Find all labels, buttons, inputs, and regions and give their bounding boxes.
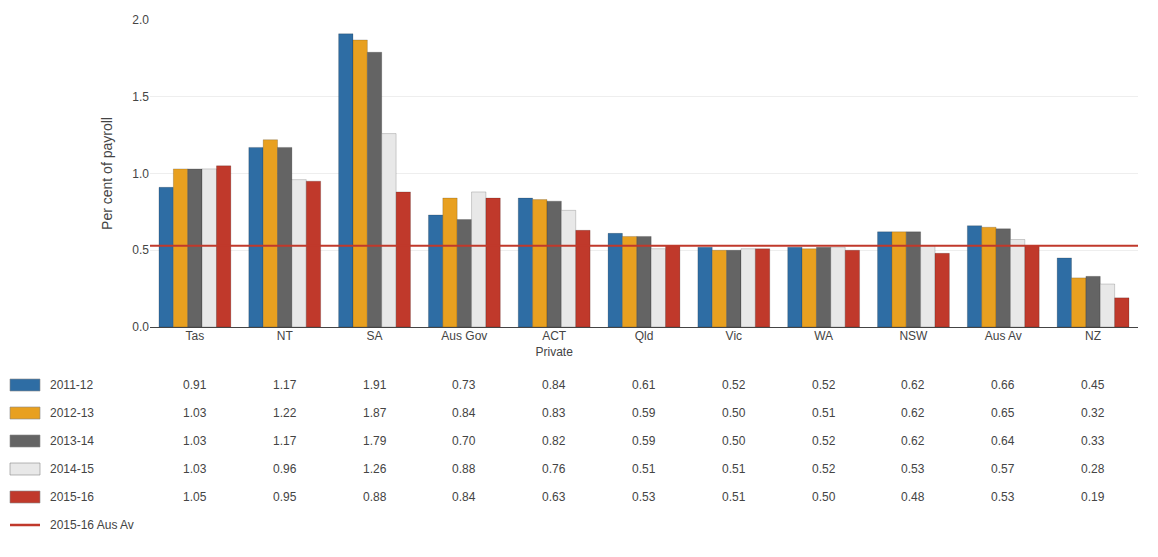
svg-text:Qld: Qld bbox=[635, 329, 654, 343]
svg-text:0.33: 0.33 bbox=[1081, 434, 1105, 448]
svg-text:0.51: 0.51 bbox=[632, 462, 656, 476]
svg-text:ACTPrivate: ACTPrivate bbox=[536, 329, 574, 359]
svg-text:0.64: 0.64 bbox=[991, 434, 1015, 448]
svg-text:0.59: 0.59 bbox=[632, 434, 656, 448]
svg-text:Per cent of payroll: Per cent of payroll bbox=[99, 117, 115, 230]
svg-text:0.82: 0.82 bbox=[542, 434, 566, 448]
svg-text:0.59: 0.59 bbox=[632, 406, 656, 420]
svg-text:1.87: 1.87 bbox=[363, 406, 387, 420]
svg-text:0.50: 0.50 bbox=[722, 434, 746, 448]
svg-text:0.91: 0.91 bbox=[183, 378, 207, 392]
svg-text:0.88: 0.88 bbox=[363, 490, 387, 504]
svg-text:Tas: Tas bbox=[186, 329, 205, 343]
svg-text:NT: NT bbox=[277, 329, 294, 343]
svg-text:NZ: NZ bbox=[1085, 329, 1101, 343]
svg-text:0.48: 0.48 bbox=[901, 490, 925, 504]
svg-text:0.51: 0.51 bbox=[722, 462, 746, 476]
svg-text:1.0: 1.0 bbox=[132, 167, 149, 181]
svg-text:0.52: 0.52 bbox=[812, 462, 836, 476]
svg-text:0.62: 0.62 bbox=[901, 378, 925, 392]
svg-text:1.91: 1.91 bbox=[363, 378, 387, 392]
svg-text:0.95: 0.95 bbox=[273, 490, 297, 504]
svg-text:1.17: 1.17 bbox=[273, 378, 297, 392]
svg-text:1.03: 1.03 bbox=[183, 434, 207, 448]
svg-text:WA: WA bbox=[814, 329, 833, 343]
svg-text:0.53: 0.53 bbox=[991, 490, 1015, 504]
svg-text:0.66: 0.66 bbox=[991, 378, 1015, 392]
svg-text:Vic: Vic bbox=[726, 329, 742, 343]
svg-text:1.03: 1.03 bbox=[183, 462, 207, 476]
svg-text:0.62: 0.62 bbox=[901, 406, 925, 420]
svg-text:0.53: 0.53 bbox=[901, 462, 925, 476]
svg-text:0.65: 0.65 bbox=[991, 406, 1015, 420]
svg-text:0.84: 0.84 bbox=[542, 378, 566, 392]
svg-text:1.5: 1.5 bbox=[132, 90, 149, 104]
svg-text:1.17: 1.17 bbox=[273, 434, 297, 448]
svg-text:0.70: 0.70 bbox=[452, 434, 476, 448]
svg-text:0.96: 0.96 bbox=[273, 462, 297, 476]
svg-text:2014-15: 2014-15 bbox=[50, 462, 94, 476]
svg-text:0.51: 0.51 bbox=[812, 406, 836, 420]
svg-text:0.45: 0.45 bbox=[1081, 378, 1105, 392]
svg-text:2015-16 Aus Av: 2015-16 Aus Av bbox=[50, 518, 134, 532]
svg-text:0.73: 0.73 bbox=[452, 378, 476, 392]
svg-text:0.52: 0.52 bbox=[722, 378, 746, 392]
svg-text:0.62: 0.62 bbox=[901, 434, 925, 448]
svg-text:2012-13: 2012-13 bbox=[50, 406, 94, 420]
svg-text:0.76: 0.76 bbox=[542, 462, 566, 476]
svg-text:1.79: 1.79 bbox=[363, 434, 387, 448]
svg-text:2013-14: 2013-14 bbox=[50, 434, 94, 448]
svg-text:0.5: 0.5 bbox=[132, 243, 149, 257]
svg-text:0.61: 0.61 bbox=[632, 378, 656, 392]
svg-text:0.0: 0.0 bbox=[132, 320, 149, 334]
svg-text:0.53: 0.53 bbox=[632, 490, 656, 504]
svg-text:0.50: 0.50 bbox=[812, 490, 836, 504]
svg-text:1.22: 1.22 bbox=[273, 406, 297, 420]
svg-text:0.50: 0.50 bbox=[722, 406, 746, 420]
svg-text:Aus Av: Aus Av bbox=[985, 329, 1022, 343]
svg-text:Aus Gov: Aus Gov bbox=[441, 329, 487, 343]
svg-text:0.84: 0.84 bbox=[452, 490, 476, 504]
svg-text:0.57: 0.57 bbox=[991, 462, 1015, 476]
svg-text:1.26: 1.26 bbox=[363, 462, 387, 476]
svg-text:1.05: 1.05 bbox=[183, 490, 207, 504]
svg-text:0.19: 0.19 bbox=[1081, 490, 1105, 504]
svg-text:0.28: 0.28 bbox=[1081, 462, 1105, 476]
svg-text:0.63: 0.63 bbox=[542, 490, 566, 504]
svg-text:2011-12: 2011-12 bbox=[50, 378, 93, 392]
svg-text:SA: SA bbox=[367, 329, 383, 343]
svg-text:NSW: NSW bbox=[899, 329, 928, 343]
svg-text:0.32: 0.32 bbox=[1081, 406, 1105, 420]
svg-text:0.51: 0.51 bbox=[722, 490, 746, 504]
svg-text:2.0: 2.0 bbox=[132, 13, 149, 27]
svg-text:0.83: 0.83 bbox=[542, 406, 566, 420]
svg-text:0.84: 0.84 bbox=[452, 406, 476, 420]
svg-text:0.52: 0.52 bbox=[812, 378, 836, 392]
svg-text:0.52: 0.52 bbox=[812, 434, 836, 448]
svg-text:1.03: 1.03 bbox=[183, 406, 207, 420]
svg-text:2015-16: 2015-16 bbox=[50, 490, 94, 504]
svg-text:0.88: 0.88 bbox=[452, 462, 476, 476]
